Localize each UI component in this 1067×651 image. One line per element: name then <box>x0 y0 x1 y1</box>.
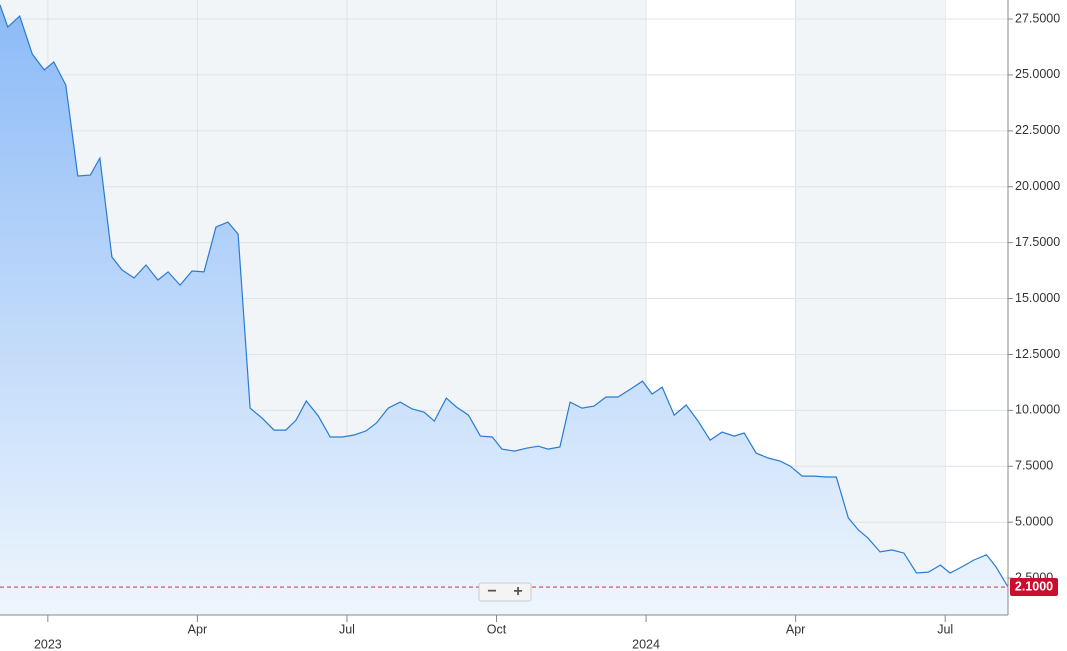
y-tick-label: 20.0000 <box>1015 179 1060 193</box>
y-tick-label: 7.5000 <box>1015 459 1053 473</box>
y-tick-label: 10.0000 <box>1015 403 1060 417</box>
y-tick-label: 27.5000 <box>1015 11 1060 25</box>
y-tick-label: 5.0000 <box>1015 514 1053 528</box>
line <box>0 4 1009 588</box>
zoom-box <box>478 582 532 602</box>
x-tick-label: Apr <box>188 622 207 636</box>
x-tick-label: Apr <box>786 622 805 636</box>
x-tick-label: Jul <box>937 622 953 636</box>
x-tick-label: 2023 <box>34 637 62 651</box>
y-tick-label: 25.0000 <box>1015 67 1060 81</box>
last-value-label: 2.1000 <box>1015 579 1053 593</box>
y-tick-label: 22.5000 <box>1015 123 1060 137</box>
zoom-controls: − + <box>478 582 532 602</box>
y-tick-label: 15.0000 <box>1015 291 1060 305</box>
zoom-in[interactable]: + <box>513 583 522 600</box>
x-tick-label: 2024 <box>632 637 660 651</box>
zoom-out[interactable]: − <box>487 583 496 600</box>
area <box>0 4 1008 615</box>
x-tick-label: Oct <box>487 622 507 636</box>
last-value-box <box>1010 578 1058 597</box>
y-tick-label: 17.5000 <box>1015 235 1060 249</box>
y-tick-label: 12.5000 <box>1015 347 1060 361</box>
x-tick-label: Jul <box>339 622 355 636</box>
